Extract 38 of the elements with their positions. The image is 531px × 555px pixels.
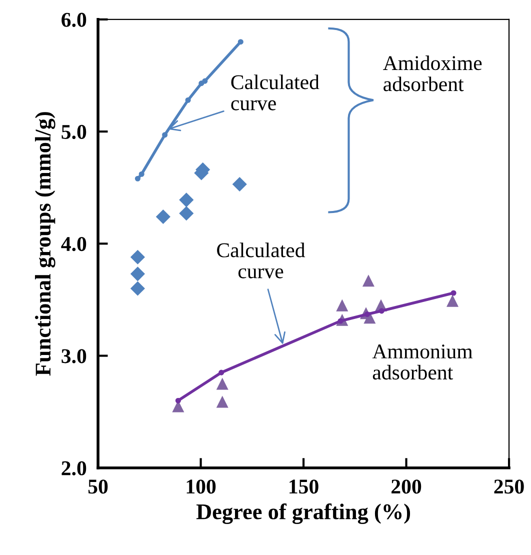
point bbox=[162, 132, 168, 138]
x-tick-label: 50 bbox=[88, 480, 108, 494]
y-tick-label: 6.0 bbox=[62, 12, 86, 27]
point bbox=[216, 378, 228, 390]
point bbox=[450, 290, 456, 296]
point bbox=[238, 39, 244, 45]
point bbox=[232, 176, 247, 192]
point bbox=[175, 398, 181, 404]
point bbox=[378, 308, 384, 314]
point bbox=[130, 266, 145, 282]
y-tick-label: 2.0 bbox=[62, 461, 86, 476]
y-axis-title: Functional groups (mmol/g) bbox=[34, 112, 56, 376]
point bbox=[202, 78, 208, 84]
point bbox=[156, 209, 170, 224]
point bbox=[138, 171, 144, 177]
x-tick-label: 250 bbox=[494, 480, 524, 494]
point bbox=[446, 294, 459, 307]
annotation: Amidoxime adsorbent bbox=[383, 56, 482, 92]
x-axis-title: Degree of grafting (%) bbox=[196, 503, 410, 524]
y-tick-label: 3.0 bbox=[62, 349, 86, 364]
point bbox=[218, 370, 224, 376]
x-tick-label: 150 bbox=[290, 480, 318, 494]
annotation: Calculated curve bbox=[217, 242, 306, 278]
point bbox=[336, 299, 348, 312]
y-tick-label: 5.0 bbox=[62, 124, 86, 140]
x-tick-label: 100 bbox=[186, 480, 216, 494]
point bbox=[185, 97, 191, 103]
point bbox=[130, 250, 145, 264]
point bbox=[362, 274, 374, 287]
annotation: Ammonium adsorbent bbox=[372, 344, 473, 380]
x-tick-label: 200 bbox=[392, 480, 422, 494]
point bbox=[179, 206, 194, 221]
y-tick-label: 4.0 bbox=[61, 237, 86, 252]
point bbox=[130, 281, 145, 296]
point bbox=[216, 396, 228, 408]
point bbox=[179, 192, 194, 208]
annotation: Calculated curve bbox=[231, 74, 320, 110]
point bbox=[134, 176, 140, 182]
